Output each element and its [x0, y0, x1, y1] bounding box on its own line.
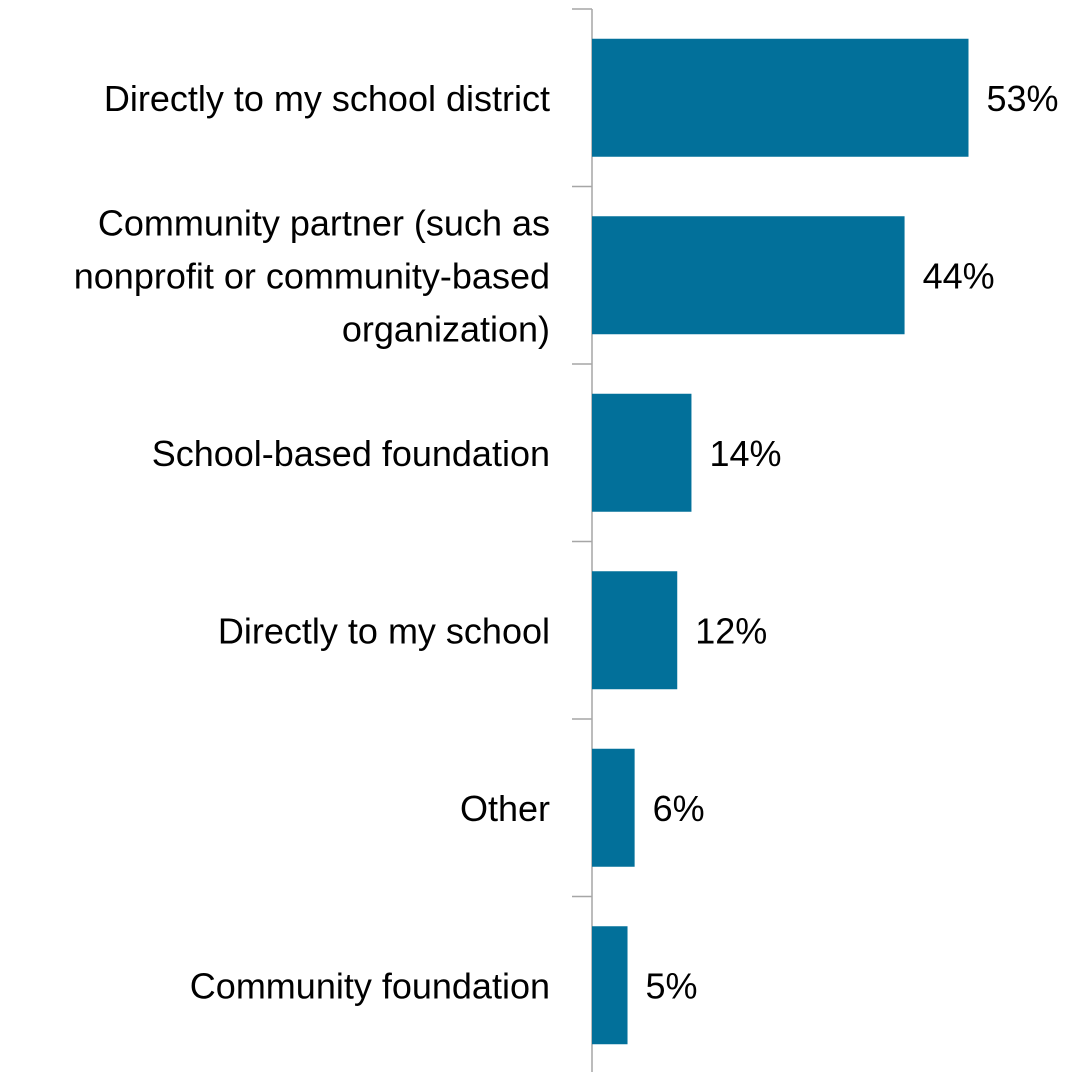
value-label: 12%: [695, 610, 767, 651]
category-label: School-based foundation: [152, 433, 550, 474]
value-label: 14%: [709, 433, 781, 474]
value-label: 6%: [653, 788, 705, 829]
category-label-line: School-based foundation: [152, 433, 550, 474]
bar: [592, 926, 628, 1045]
category-label: Directly to my school: [218, 610, 550, 651]
category-label: Community foundation: [190, 965, 550, 1006]
category-label-line: Community partner (such as: [98, 202, 550, 243]
category-label: Directly to my school district: [104, 78, 550, 119]
value-label: 44%: [923, 255, 995, 296]
bar: [592, 571, 678, 690]
bars-layer: [592, 38, 969, 1045]
bar: [592, 748, 635, 867]
bar: [592, 38, 969, 157]
category-labels: Directly to my school district Community …: [74, 78, 550, 1007]
value-label: 5%: [646, 965, 698, 1006]
category-label-line: organization): [342, 308, 550, 349]
category-label-line: Directly to my school: [218, 610, 550, 651]
category-label: Other: [460, 788, 550, 829]
value-labels: 53% 44% 14% 12% 6% 5%: [646, 78, 1059, 1007]
bar: [592, 216, 905, 335]
category-label: Community partner (such as nonprofit or c…: [74, 202, 550, 349]
bar: [592, 393, 692, 512]
category-label-line: Community foundation: [190, 965, 550, 1006]
category-label-line: nonprofit or community-based: [74, 255, 550, 296]
category-label-line: Other: [460, 788, 550, 829]
value-label: 53%: [987, 78, 1059, 119]
axis-layer: [572, 8, 593, 1072]
category-label-line: Directly to my school district: [104, 78, 550, 119]
